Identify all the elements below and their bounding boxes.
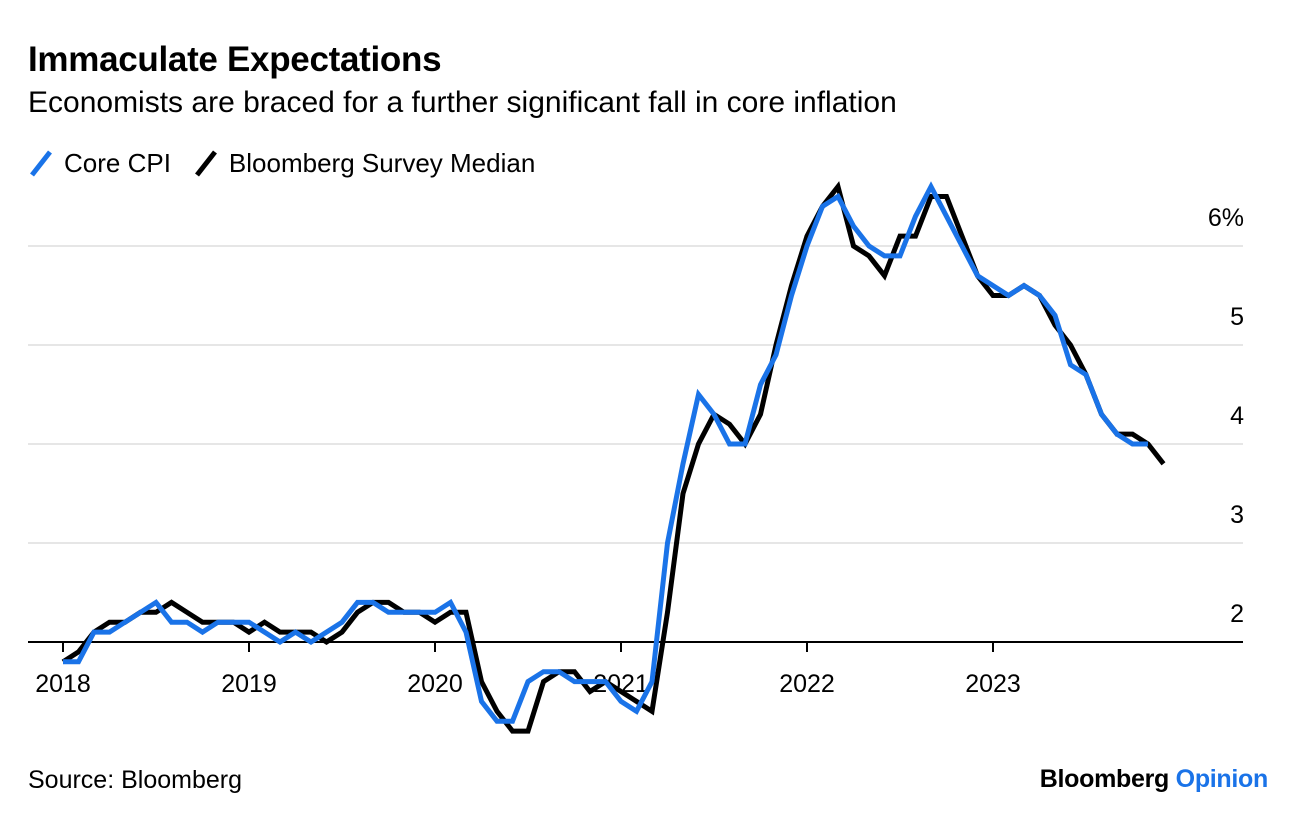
legend-item-core-cpi: Core CPI [28,148,171,179]
brand-name: Bloomberg [1039,765,1170,793]
y-tick-label-2: 2 [1230,600,1244,628]
legend-label-core-cpi: Core CPI [64,147,171,178]
brand-section: Opinion [1175,765,1269,793]
series-line-core-cpi [63,181,1148,724]
x-tick-label-2018: 2018 [35,670,91,698]
legend-swatch-core-cpi [28,148,54,178]
chart-title: Immaculate Expectations [28,40,442,79]
chart-legend: Core CPI Bloomberg Survey Median [28,146,557,180]
series-line-survey-median [61,181,1166,734]
x-tick-label-2020: 2020 [407,670,463,698]
y-tick-label-4: 4 [1230,402,1244,430]
legend-label-survey-median: Bloomberg Survey Median [228,147,536,178]
chart-subtitle: Economists are braced for a further sign… [28,86,897,119]
x-tick-label-2022: 2022 [779,670,835,698]
legend-swatch-survey-median [193,148,219,178]
y-tick-label-5: 5 [1230,303,1244,331]
x-tick-label-2019: 2019 [221,670,277,698]
y-tick-label-6: 6% [1208,204,1244,232]
source-note: Source: Bloomberg [28,766,243,794]
y-tick-label-3: 3 [1230,501,1244,529]
x-tick-label-2023: 2023 [965,670,1021,698]
legend-item-survey-median: Bloomberg Survey Median [193,148,535,179]
brand-logo: Bloomberg Opinion [1039,765,1269,794]
